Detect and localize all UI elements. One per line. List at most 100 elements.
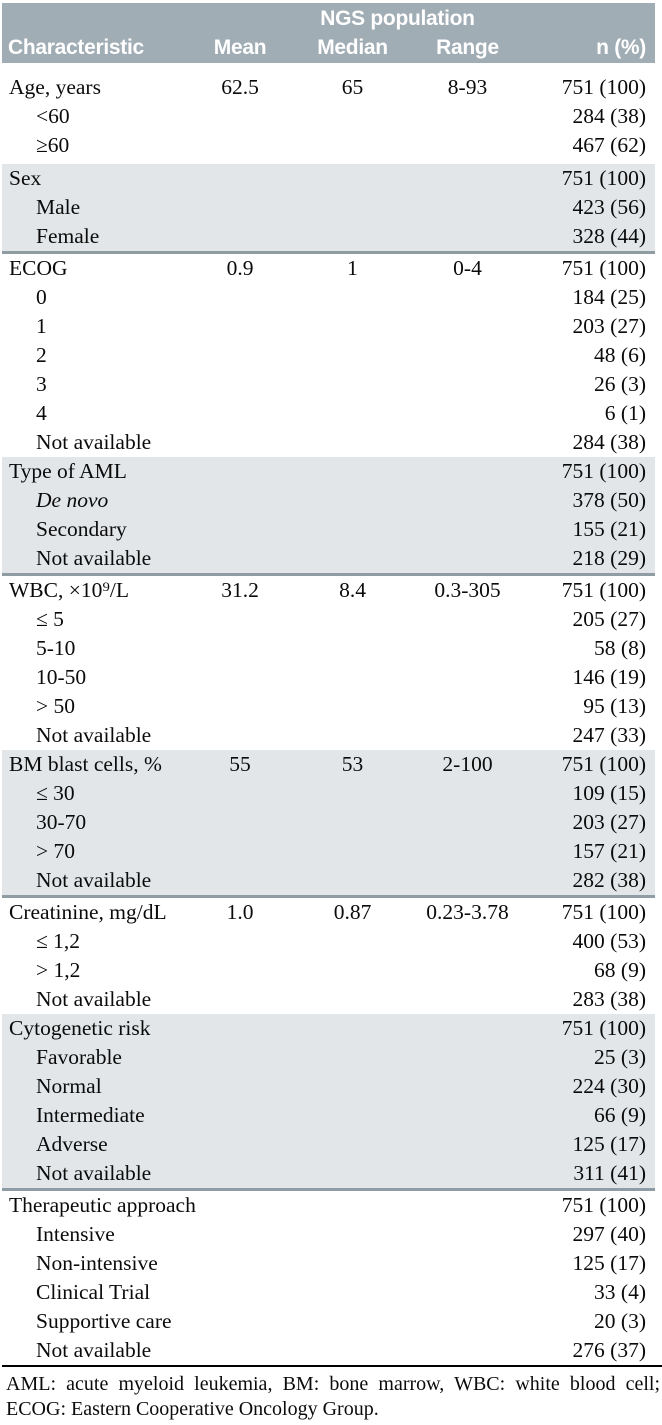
characteristic-cell: Not available (36, 430, 152, 454)
n-percent-cell: 146 (19) (572, 665, 646, 689)
range-cell: 8-93 (447, 75, 488, 99)
table-row: Intensive 297 (40) (2, 1220, 655, 1249)
table-row: Sex 751 (100) (2, 164, 655, 193)
table-row: WBC, ×10⁹/L 31.2 8.4 0.3-305 751 (100) (2, 576, 655, 605)
table-row: BM blast cells, % 55 53 2-100 751 (100) (2, 750, 655, 779)
characteristic-cell: <60 (36, 104, 70, 128)
table-row: <60 284 (38) (2, 102, 655, 131)
n-percent-cell: 25 (3) (594, 1045, 646, 1069)
n-percent-cell: 184 (25) (572, 285, 646, 309)
n-percent-cell: 218 (29) (572, 546, 646, 570)
median-cell: 53 (341, 752, 364, 776)
n-percent-cell: 95 (13) (583, 694, 646, 718)
characteristic-cell: > 50 (36, 694, 76, 718)
table-section: Cytogenetic risk 751 (100) Favorable 25 (3)… (2, 1014, 655, 1191)
characteristic-cell: Male (36, 195, 81, 219)
table-body: Age, years 62.5 65 8-93 751 (100) <60 284 (38)… (2, 63, 655, 1365)
mean-cell: 55 (229, 752, 251, 776)
characteristic-cell: Therapeutic approach (9, 1193, 196, 1217)
table-footnote: AML: acute myeloid leukemia, BM: bone ma… (2, 1365, 662, 1422)
table-row: Cytogenetic risk 751 (100) (2, 1014, 655, 1043)
table-section: Therapeutic approach 751 (100) Intensive 29… (2, 1191, 655, 1365)
characteristic-cell: Not available (36, 1338, 152, 1362)
table-header-span-row: NGS population (2, 5, 655, 32)
n-percent-cell: 284 (38) (572, 104, 646, 128)
range-cell: 0-4 (453, 256, 482, 280)
median-cell: 8.4 (339, 578, 366, 602)
n-percent-cell: 423 (56) (572, 195, 646, 219)
n-percent-cell: 224 (30) (572, 1074, 646, 1098)
n-percent-cell: 751 (100) (561, 578, 646, 602)
characteristic-cell: 1 (36, 314, 47, 338)
characteristic-cell: 2 (36, 343, 47, 367)
n-percent-cell: 400 (53) (572, 929, 646, 953)
table-row: 1 203 (27) (2, 312, 655, 341)
n-percent-cell: 751 (100) (561, 166, 646, 190)
table-row: Favorable 25 (3) (2, 1043, 655, 1072)
characteristic-cell: 30-70 (36, 810, 87, 834)
table-row: Not available 284 (38) (2, 428, 655, 457)
n-percent-cell: 467 (62) (572, 133, 646, 157)
table-row: 0 184 (25) (2, 283, 655, 312)
median-cell: 1 (347, 256, 358, 280)
table-row: ≤ 1,2 400 (53) (2, 927, 655, 956)
n-percent-cell: 751 (100) (561, 1016, 646, 1040)
characteristic-cell: 3 (36, 372, 47, 396)
characteristic-cell: Clinical Trial (36, 1280, 151, 1304)
characteristic-cell: Not available (36, 1161, 152, 1185)
table-row: Clinical Trial 33 (4) (2, 1278, 655, 1307)
n-percent-cell: 66 (9) (594, 1103, 646, 1127)
mean-cell: 31.2 (221, 578, 259, 602)
column-header-mean: Mean (213, 35, 267, 59)
mean-cell: 1.0 (226, 900, 254, 924)
n-percent-cell: 751 (100) (561, 256, 646, 280)
characteristic-cell: Sex (9, 166, 42, 190)
table-row: Creatinine, mg/dL 1.0 0.87 0.23-3.78 751 (10… (2, 898, 655, 927)
table-row: ≤ 30 109 (15) (2, 779, 655, 808)
n-percent-cell: 751 (100) (561, 75, 646, 99)
mean-cell: 0.9 (226, 256, 254, 280)
table-row: Not available 276 (37) (2, 1336, 655, 1365)
characteristic-cell: 4 (36, 401, 47, 425)
n-percent-cell: 751 (100) (561, 1193, 646, 1217)
characteristic-cell: ≤ 1,2 (36, 929, 81, 953)
n-percent-cell: 751 (100) (561, 459, 646, 483)
characteristic-cell: Supportive care (36, 1309, 172, 1333)
mean-cell: 62.5 (221, 75, 259, 99)
table-row: Normal 224 (30) (2, 1072, 655, 1101)
table-section: BM blast cells, % 55 53 2-100 751 (100) ≤ 30 1… (2, 750, 655, 898)
characteristic-cell: Non-intensive (36, 1251, 158, 1275)
table-section: Sex 751 (100) Male 423 (56) Female 328 (44) (2, 164, 655, 254)
characteristic-cell: Female (36, 224, 100, 248)
characteristic-cell: Not available (36, 987, 152, 1011)
table-row: 3 26 (3) (2, 370, 655, 399)
table-row: Type of AML 751 (100) (2, 457, 655, 486)
table-row: ECOG 0.9 1 0-4 751 (100) (2, 254, 655, 283)
n-percent-cell: 751 (100) (561, 900, 646, 924)
n-percent-cell: 276 (37) (572, 1338, 646, 1362)
table-row: ≤ 5 205 (27) (2, 605, 655, 634)
characteristic-cell: Not available (36, 546, 152, 570)
table-row: Not available 283 (38) (2, 985, 655, 1014)
characteristic-cell: BM blast cells, % (9, 752, 162, 776)
n-percent-cell: 311 (41) (573, 1161, 646, 1185)
table-row: Supportive care 20 (3) (2, 1307, 655, 1336)
span-header-ngs-population: NGS population (320, 6, 475, 30)
table-row: 2 48 (6) (2, 341, 655, 370)
n-percent-cell: 283 (38) (572, 987, 646, 1011)
table-row: Not available 282 (38) (2, 866, 655, 895)
characteristic-cell: ≤ 30 (36, 781, 75, 805)
n-percent-cell: 282 (38) (572, 868, 646, 892)
characteristic-cell: Not available (36, 723, 152, 747)
table-row: Adverse 125 (17) (2, 1130, 655, 1159)
range-cell: 0.23-3.78 (426, 900, 509, 924)
characteristic-cell: 0 (36, 285, 47, 309)
n-percent-cell: 68 (9) (594, 958, 646, 982)
characteristic-cell: Intensive (36, 1222, 115, 1246)
table-row: 30-70 203 (27) (2, 808, 655, 837)
table-section: Type of AML 751 (100) De novo 378 (50) Secon… (2, 457, 655, 576)
n-percent-cell: 125 (17) (572, 1251, 646, 1275)
table-row: 10-50 146 (19) (2, 663, 655, 692)
n-percent-cell: 125 (17) (572, 1132, 646, 1156)
n-percent-cell: 328 (44) (572, 224, 646, 248)
